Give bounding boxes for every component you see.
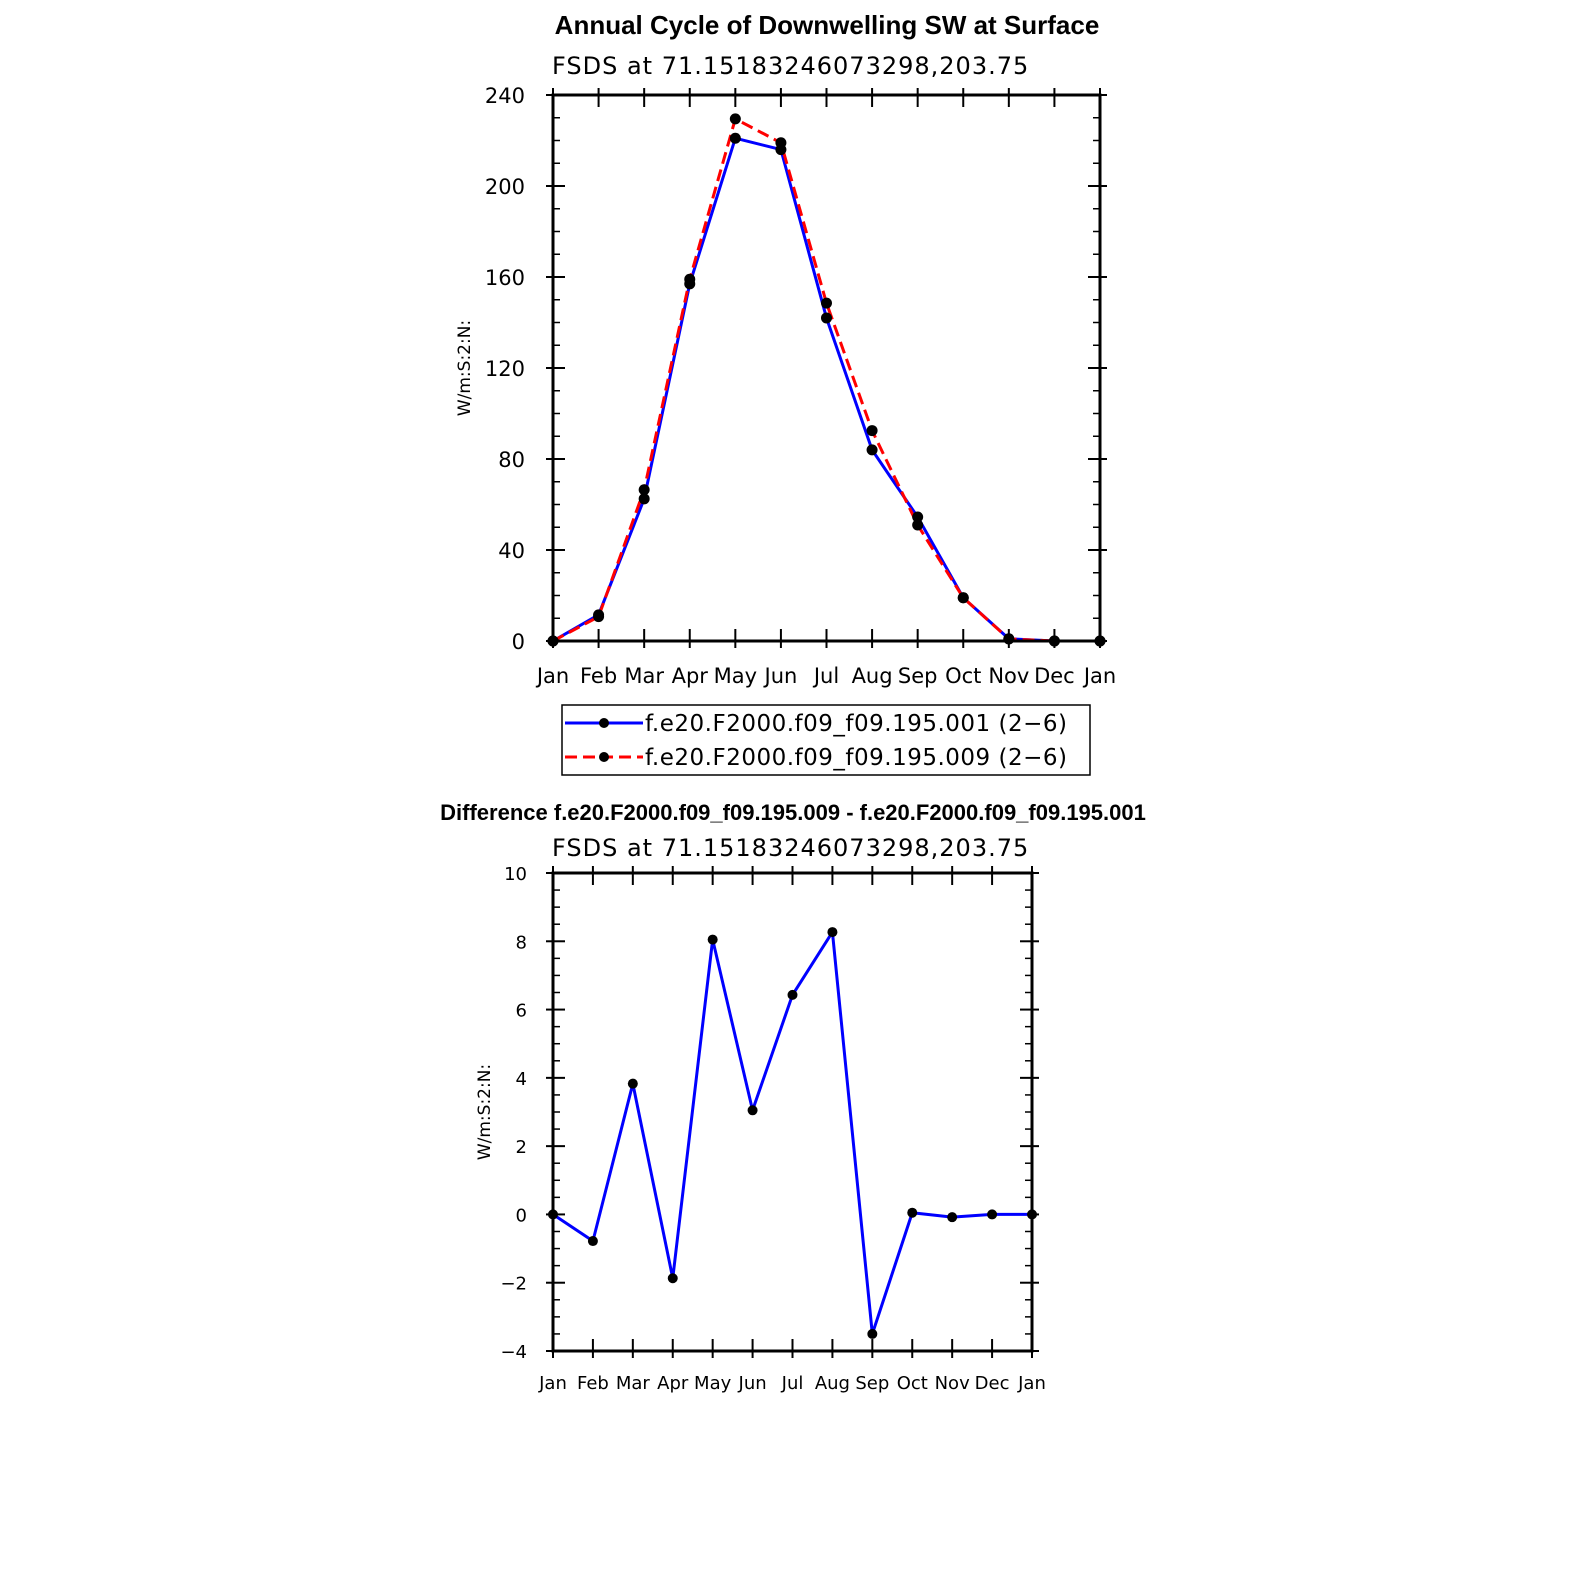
- x-tick-label: Dec: [1034, 664, 1075, 688]
- legend-marker-009: [599, 752, 609, 762]
- chart-annual-cycle: Annual Cycle of Downwelling SW at Surfac…: [455, 10, 1116, 776]
- x-tick-label: May: [714, 664, 757, 688]
- data-point: [987, 1209, 998, 1220]
- plot-frame: [551, 871, 1034, 1353]
- x-tick-label: Jan: [535, 664, 569, 688]
- data-point: [866, 425, 878, 437]
- y-tick-label: 0: [512, 630, 525, 654]
- x-tick-label: Jun: [763, 664, 798, 688]
- data-point: [729, 113, 741, 125]
- y-tick-label: 80: [498, 448, 525, 472]
- data-point: [707, 934, 718, 945]
- y-tick-label: 6: [516, 1001, 527, 1022]
- data-point: [587, 1236, 598, 1247]
- data-point: [638, 484, 650, 496]
- y-tick-label: 240: [485, 84, 525, 108]
- series-group: [548, 927, 1037, 1339]
- data-point: [912, 519, 924, 531]
- y-tick-label: 40: [498, 539, 525, 563]
- x-tick-label: May: [694, 1373, 732, 1394]
- legend: f.e20.F2000.f09_f09.195.001 (2−6) f.e20.…: [561, 704, 1091, 776]
- series-line: [552, 117, 1100, 643]
- data-point: [593, 611, 605, 623]
- axis-ticks: Jan Feb Mar Apr May Jun Jul Aug Sep Oct Nov Dec Jan 0…: [485, 84, 1116, 688]
- data-point: [912, 511, 924, 523]
- x-tick-label: Jan: [1082, 664, 1116, 688]
- data-point: [947, 1212, 958, 1223]
- data-point: [821, 297, 832, 309]
- y-tick-label: −4: [500, 1342, 527, 1363]
- x-tick-label: Mar: [616, 1373, 651, 1394]
- y-tick-label: 200: [485, 175, 525, 199]
- x-tick-label: Feb: [580, 664, 617, 688]
- data-point: [747, 1105, 758, 1116]
- chart-subtitle: FSDS at 71.15183246073298,203.75: [552, 834, 1029, 862]
- x-tick-label: Sep: [855, 1373, 889, 1394]
- data-point: [729, 132, 741, 144]
- x-tick-label: Aug: [815, 1373, 850, 1394]
- data-point: [907, 1207, 918, 1218]
- y-tick-label: 0: [516, 1205, 527, 1226]
- x-tick-label: Feb: [577, 1373, 609, 1394]
- y-tick-label: 10: [504, 864, 527, 885]
- axis-ticks: Jan Feb Mar Apr May Jun Jul Aug Sep Oct Nov Dec Jan−…: [500, 864, 1045, 1394]
- data-point: [684, 273, 696, 285]
- y-tick-label: 160: [485, 266, 525, 290]
- x-tick-label: Aug: [852, 664, 893, 688]
- x-tick-label: Oct: [945, 664, 981, 688]
- legend-marker-001: [599, 718, 609, 728]
- data-point: [866, 444, 878, 456]
- y-tick-label: 8: [516, 932, 527, 953]
- data-point: [1003, 633, 1015, 645]
- x-tick-label: Nov: [988, 664, 1029, 688]
- data-point: [827, 927, 838, 938]
- data-point: [787, 989, 798, 1000]
- y-tick-label: 4: [516, 1069, 527, 1090]
- x-tick-label: Jun: [738, 1373, 767, 1394]
- x-tick-label: Nov: [935, 1373, 970, 1394]
- x-tick-label: Jul: [781, 1373, 804, 1394]
- data-point: [821, 312, 832, 324]
- x-tick-label: Apr: [672, 664, 709, 688]
- x-tick-label: Mar: [624, 664, 664, 688]
- y-tick-label: 120: [485, 357, 525, 381]
- chart-difference: Difference f.e20.F2000.f09_f09.195.009 -…: [440, 800, 1146, 1394]
- data-point: [775, 137, 787, 149]
- y-axis-label: W/m:S:2:N:: [455, 320, 475, 416]
- x-tick-label: Jul: [812, 664, 839, 688]
- x-tick-label: Oct: [897, 1373, 928, 1394]
- y-tick-label: 2: [516, 1137, 527, 1158]
- chart-subtitle: FSDS at 71.15183246073298,203.75: [552, 52, 1029, 80]
- x-tick-label: Dec: [975, 1373, 1010, 1394]
- data-point: [867, 1328, 878, 1339]
- legend-label-009: f.e20.F2000.f09_f09.195.009 (2−6): [645, 745, 1067, 771]
- chart-title: Difference f.e20.F2000.f09_f09.195.009 -…: [440, 800, 1146, 825]
- chart-title: Annual Cycle of Downwelling SW at Surfac…: [555, 10, 1100, 40]
- legend-box: [561, 704, 1091, 776]
- plot-frame: [551, 93, 1102, 643]
- x-tick-label: Apr: [657, 1373, 689, 1394]
- x-tick-label: Sep: [898, 664, 938, 688]
- y-tick-label: −2: [500, 1274, 527, 1295]
- data-point: [957, 592, 969, 604]
- data-point: [627, 1078, 638, 1089]
- series-line: [552, 136, 1100, 643]
- x-tick-label: Jan: [1017, 1373, 1046, 1394]
- legend-label-001: f.e20.F2000.f09_f09.195.001 (2−6): [645, 711, 1067, 737]
- y-axis-label: W/m:S:2:N:: [475, 1064, 495, 1160]
- series-group: [547, 113, 1106, 647]
- x-tick-label: Jan: [538, 1373, 567, 1394]
- data-point: [638, 493, 650, 505]
- data-point: [667, 1273, 678, 1284]
